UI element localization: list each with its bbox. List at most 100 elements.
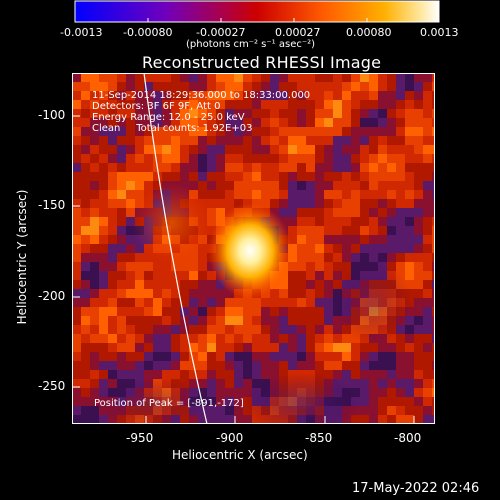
image-pixel	[90, 91, 99, 100]
image-pixel	[108, 163, 117, 172]
image-pixel	[333, 190, 342, 199]
image-pixel	[387, 253, 396, 262]
image-pixel	[324, 127, 333, 136]
image-pixel	[180, 172, 189, 181]
image-pixel	[198, 253, 207, 262]
image-pixel	[189, 316, 198, 325]
image-pixel	[369, 100, 378, 109]
image-pixel	[144, 253, 153, 262]
image-pixel	[315, 127, 324, 136]
image-pixel	[81, 127, 90, 136]
image-pixel	[180, 289, 189, 298]
image-pixel	[126, 73, 135, 82]
image-pixel	[423, 235, 432, 244]
image-pixel	[225, 127, 234, 136]
image-pixel	[243, 316, 252, 325]
image-pixel	[360, 73, 369, 82]
image-pixel	[108, 154, 117, 163]
image-pixel	[99, 145, 108, 154]
image-pixel	[252, 91, 261, 100]
image-pixel	[342, 334, 351, 343]
image-pixel	[234, 100, 243, 109]
image-pixel	[108, 379, 117, 388]
image-pixel	[414, 271, 423, 280]
image-pixel	[117, 289, 126, 298]
image-pixel	[162, 370, 171, 379]
image-pixel	[297, 244, 306, 253]
image-pixel	[351, 379, 360, 388]
image-pixel	[288, 289, 297, 298]
image-pixel	[270, 325, 279, 334]
image-pixel	[207, 127, 216, 136]
image-pixel	[234, 154, 243, 163]
image-pixel	[144, 181, 153, 190]
image-pixel	[342, 217, 351, 226]
image-pixel	[117, 91, 126, 100]
image-pixel	[99, 361, 108, 370]
image-pixel	[396, 181, 405, 190]
image-pixel	[225, 136, 234, 145]
image-pixel	[387, 388, 396, 397]
image-pixel	[351, 145, 360, 154]
image-pixel	[342, 262, 351, 271]
image-pixel	[423, 118, 432, 127]
image-pixel	[423, 100, 432, 109]
image-pixel	[243, 190, 252, 199]
image-pixel	[234, 145, 243, 154]
image-pixel	[225, 388, 234, 397]
image-pixel	[243, 298, 252, 307]
image-pixel	[117, 334, 126, 343]
image-pixel	[387, 154, 396, 163]
image-pixel	[72, 82, 81, 91]
image-pixel	[432, 208, 435, 217]
image-pixel	[333, 181, 342, 190]
image-pixel	[405, 244, 414, 253]
image-pixel	[342, 226, 351, 235]
image-pixel	[162, 73, 171, 82]
image-pixel	[216, 379, 225, 388]
image-pixel	[333, 73, 342, 82]
image-pixel	[144, 307, 153, 316]
image-pixel	[432, 370, 435, 379]
image-pixel	[324, 226, 333, 235]
image-pixel	[387, 118, 396, 127]
image-pixel	[207, 82, 216, 91]
image-pixel	[270, 172, 279, 181]
image-pixel	[207, 415, 216, 424]
image-pixel	[108, 307, 117, 316]
image-pixel	[324, 181, 333, 190]
image-pixel	[315, 181, 324, 190]
image-pixel	[351, 91, 360, 100]
image-pixel	[270, 100, 279, 109]
image-pixel	[315, 190, 324, 199]
image-pixel	[297, 361, 306, 370]
image-pixel	[72, 361, 81, 370]
image-pixel	[126, 361, 135, 370]
image-pixel	[81, 136, 90, 145]
image-pixel	[306, 235, 315, 244]
image-pixel	[432, 406, 435, 415]
image-pixel	[405, 262, 414, 271]
image-pixel	[252, 190, 261, 199]
image-pixel	[396, 163, 405, 172]
image-pixel	[414, 145, 423, 154]
image-pixel	[432, 91, 435, 100]
image-pixel	[72, 163, 81, 172]
image-pixel	[207, 361, 216, 370]
image-pixel	[90, 199, 99, 208]
image-pixel	[99, 208, 108, 217]
image-pixel	[225, 352, 234, 361]
image-pixel	[414, 100, 423, 109]
image-pixel	[414, 91, 423, 100]
image-pixel	[72, 172, 81, 181]
image-pixel	[207, 145, 216, 154]
image-pixel	[162, 136, 171, 145]
image-pixel	[297, 118, 306, 127]
image-pixel	[342, 82, 351, 91]
image-pixel	[243, 118, 252, 127]
image-pixel	[153, 289, 162, 298]
image-pixel	[72, 154, 81, 163]
image-pixel	[324, 217, 333, 226]
image-pixel	[207, 379, 216, 388]
